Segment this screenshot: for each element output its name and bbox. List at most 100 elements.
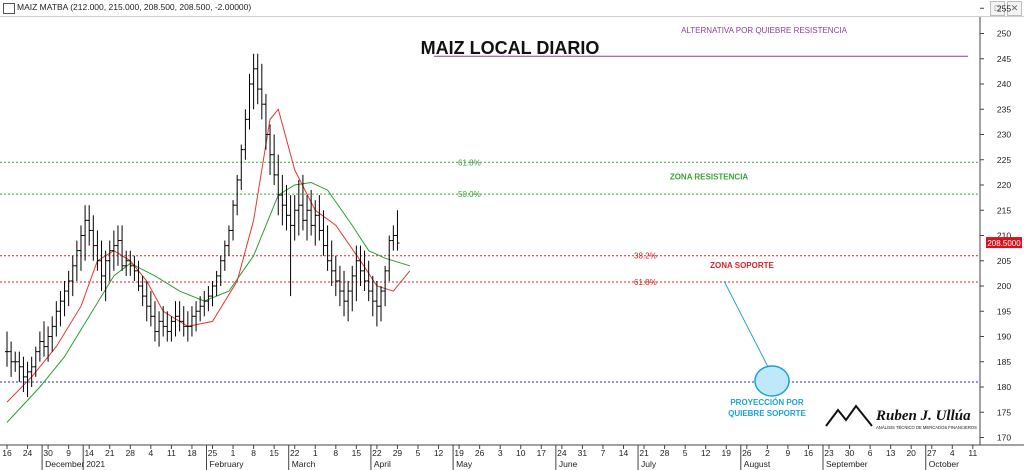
date-tick-label: 15 bbox=[352, 448, 362, 458]
ohlc-bar bbox=[305, 195, 310, 241]
month-label: 2021 bbox=[86, 459, 105, 469]
date-tick-label: 8 bbox=[333, 448, 338, 458]
ohlc-bar bbox=[210, 280, 215, 307]
date-tick-label: 26 bbox=[742, 448, 752, 458]
date-tick-label: 21 bbox=[639, 448, 649, 458]
price-tick-label: 200 bbox=[997, 281, 1011, 291]
ohlc-bar bbox=[391, 225, 396, 251]
last-price-box bbox=[986, 237, 1022, 249]
ohlc-bar bbox=[95, 230, 100, 271]
ohlc-bar bbox=[46, 326, 51, 362]
date-tick-label: 16 bbox=[2, 448, 12, 458]
ohlc-bar bbox=[231, 200, 236, 241]
close-button[interactable]: ✕ bbox=[1007, 1, 1022, 16]
ohlc-bar bbox=[276, 154, 281, 216]
price-tick-label: 225 bbox=[997, 155, 1011, 165]
ohlc-bar bbox=[222, 240, 227, 271]
date-tick-label: 30 bbox=[845, 448, 855, 458]
fib-500-label: 50.0% bbox=[458, 190, 481, 199]
ohlc-bar bbox=[111, 230, 116, 271]
month-label: August bbox=[744, 459, 771, 469]
ohlc-bar bbox=[366, 260, 371, 302]
date-tick-label: 4 bbox=[148, 448, 153, 458]
ohlc-bar bbox=[379, 286, 384, 322]
ohlc-bar bbox=[354, 245, 359, 302]
ohlc-bar bbox=[58, 291, 63, 327]
ohlc-bar bbox=[247, 73, 252, 130]
levels-layer bbox=[0, 55, 980, 383]
ohlc-bar bbox=[13, 351, 18, 372]
ohlc-bar bbox=[169, 316, 174, 342]
ohlc-bar bbox=[251, 53, 256, 110]
price-tick-label: 190 bbox=[997, 332, 1011, 342]
price-tick-label: 255 bbox=[997, 3, 1011, 13]
ohlc-bar bbox=[374, 280, 379, 327]
ohlc-bar bbox=[313, 200, 318, 246]
ohlc-bar bbox=[177, 301, 182, 332]
date-tick-label: 15 bbox=[269, 448, 279, 458]
ohlc-bar bbox=[132, 255, 137, 281]
month-label: February bbox=[210, 459, 245, 469]
ohlc-bar bbox=[329, 240, 334, 286]
date-tick-label: 22 bbox=[290, 448, 300, 458]
ohlc-bar bbox=[288, 195, 293, 297]
ohlc-bar bbox=[152, 301, 157, 342]
maximize-button[interactable]: □ bbox=[990, 1, 1005, 16]
support-zone-label: ZONA SOPORTE bbox=[710, 261, 774, 270]
ohlc-bar bbox=[342, 270, 347, 317]
chart-window-icon bbox=[3, 3, 15, 14]
price-tick-label: 250 bbox=[997, 29, 1011, 39]
projection-label-line2: QUIEBRE SOPORTE bbox=[728, 409, 806, 418]
ohlc-bar bbox=[21, 356, 26, 393]
month-label: December bbox=[45, 459, 84, 469]
ohlc-bar bbox=[165, 311, 170, 342]
date-tick-label: 19 bbox=[722, 448, 732, 458]
date-tick-label: 16 bbox=[804, 448, 814, 458]
ohlc-bar bbox=[317, 195, 322, 241]
price-tick-label: 235 bbox=[997, 104, 1011, 114]
date-tick-label: 1 bbox=[313, 448, 318, 458]
ohlc-bar bbox=[226, 225, 231, 256]
date-tick-label: 24 bbox=[557, 448, 567, 458]
ohlc-bar bbox=[185, 311, 190, 342]
date-tick-label: 31 bbox=[578, 448, 588, 458]
ohlc-bar bbox=[280, 174, 285, 226]
date-tick-label: 21 bbox=[105, 448, 115, 458]
ohlc-bar bbox=[194, 301, 199, 332]
ohlc-bar bbox=[214, 270, 219, 297]
month-label: May bbox=[456, 459, 473, 469]
date-tick-label: 11 bbox=[167, 448, 176, 458]
date-tick-label: 12 bbox=[701, 448, 711, 458]
ohlc-bar bbox=[25, 361, 30, 398]
ohlc-bar bbox=[198, 296, 203, 322]
ohlc-bar bbox=[161, 306, 166, 337]
ohlc-bar bbox=[103, 250, 108, 302]
fib-618-label: 61.8% bbox=[458, 158, 481, 167]
ohlc-bar bbox=[62, 280, 67, 317]
price-tick-label: 215 bbox=[997, 205, 1011, 215]
ohlc-bar bbox=[140, 275, 145, 307]
fast-moving-average bbox=[6, 108, 411, 403]
price-tick-label: 220 bbox=[997, 180, 1011, 190]
date-tick-label: 20 bbox=[906, 448, 916, 458]
chart-title: MAIZ LOCAL DIARIO bbox=[421, 38, 600, 58]
ohlc-bar bbox=[309, 190, 314, 236]
date-tick-label: 9 bbox=[66, 448, 71, 458]
date-tick-label: 24 bbox=[23, 448, 33, 458]
price-tick-label: 175 bbox=[997, 407, 1011, 417]
annotations-layer: MAIZ LOCAL DIARIO ALTERNATIVA POR QUIEBRE… bbox=[421, 26, 977, 430]
ohlc-bar bbox=[148, 291, 153, 327]
date-tick-label: 14 bbox=[84, 448, 94, 458]
ohlc-bar bbox=[255, 53, 260, 105]
price-tick-label: 170 bbox=[997, 433, 1011, 443]
date-tick-label: 11 bbox=[968, 448, 977, 458]
ohlc-bar bbox=[41, 321, 46, 357]
ohlc-bar bbox=[206, 286, 211, 312]
ohlc-bar bbox=[124, 250, 129, 276]
date-tick-label: 7 bbox=[601, 448, 606, 458]
date-tick-label: 2 bbox=[765, 448, 770, 458]
date-tick-label: 25 bbox=[208, 448, 218, 458]
ohlc-bar bbox=[189, 306, 194, 337]
